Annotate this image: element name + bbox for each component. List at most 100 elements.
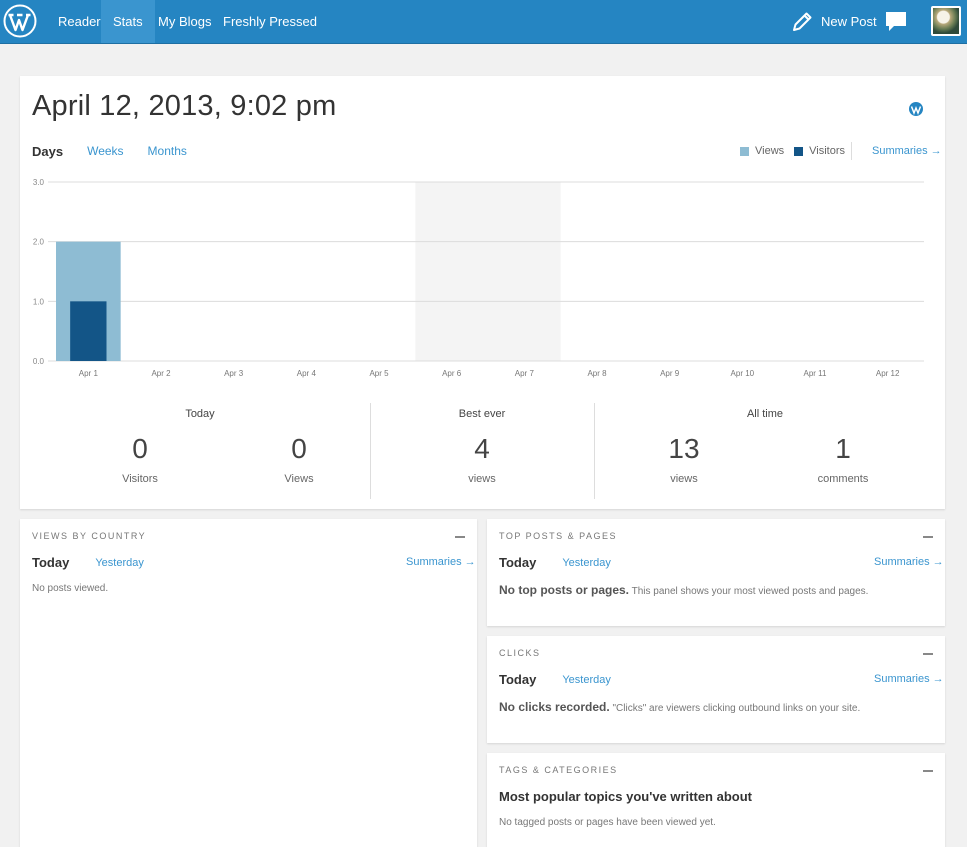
top-posts-panel: Top Posts & Pages Today Yesterday Summar… bbox=[487, 519, 945, 626]
y-tick-label: 2.0 bbox=[33, 238, 45, 247]
alltime-comments-label: comments bbox=[817, 473, 869, 485]
clicks-panel: Clicks Today Yesterday Summaries → No cl… bbox=[487, 636, 945, 743]
alltime-views: 13 views bbox=[634, 431, 734, 485]
y-tick-label: 3.0 bbox=[33, 178, 45, 187]
collapse-icon[interactable] bbox=[923, 770, 933, 772]
period-tabs: Days Weeks Months bbox=[32, 144, 211, 159]
today-visitors-label: Visitors bbox=[122, 473, 158, 485]
x-tick-label: Apr 11 bbox=[804, 369, 828, 378]
x-tick-label: Apr 6 bbox=[442, 369, 462, 378]
stats-divider bbox=[370, 403, 371, 499]
user-avatar[interactable] bbox=[931, 6, 961, 36]
stats-summary: Today 0 Visitors 0 Views Best ever 4 vie… bbox=[20, 403, 945, 503]
stats-alltime-title: All time bbox=[746, 408, 784, 420]
new-post-label: New Post bbox=[821, 14, 877, 29]
panel-message-bold: No top posts or pages. bbox=[499, 583, 630, 597]
panel-message-bold: No clicks recorded. bbox=[499, 700, 610, 714]
panel-message: No top posts or pages. This panel shows … bbox=[499, 583, 868, 597]
panel-tabs: Today Yesterday bbox=[499, 672, 611, 687]
views-by-country-panel: Views by Country Today Yesterday Summari… bbox=[20, 519, 477, 847]
today-views-count: 0 bbox=[291, 433, 307, 464]
legend-views-swatch bbox=[740, 146, 749, 156]
notifications-comment-icon[interactable] bbox=[885, 11, 907, 33]
legend-views-label: Views bbox=[755, 145, 785, 157]
nav-reader[interactable]: Reader bbox=[58, 14, 101, 29]
today-visitors-count: 0 bbox=[132, 433, 148, 464]
collapse-icon[interactable] bbox=[923, 653, 933, 655]
chart-highlight-band bbox=[415, 182, 488, 361]
panel-message: No clicks recorded. "Clicks" are viewers… bbox=[499, 700, 860, 714]
panel-message-text: "Clicks" are viewers clicking outbound l… bbox=[609, 703, 861, 714]
x-tick-label: Apr 8 bbox=[587, 369, 607, 378]
x-tick-label: Apr 1 bbox=[79, 369, 99, 378]
tab-yesterday[interactable]: Yesterday bbox=[95, 556, 144, 569]
stats-best-title: Best ever bbox=[458, 408, 506, 420]
legend-visitors-swatch bbox=[794, 146, 804, 156]
legend-visitors-label: Visitors bbox=[809, 145, 846, 157]
top-bar: Reader Stats My Blogs Freshly Pressed Ne… bbox=[0, 0, 967, 44]
bar-visitors bbox=[70, 301, 107, 361]
tab-yesterday[interactable]: Yesterday bbox=[562, 673, 611, 686]
nav-stats[interactable]: Stats bbox=[101, 0, 155, 43]
panel-message: No posts viewed. bbox=[32, 583, 109, 594]
page-title: April 12, 2013, 9:02 pm bbox=[32, 90, 337, 122]
alltime-comments-count: 1 bbox=[835, 433, 851, 464]
panel-title: Top Posts & Pages bbox=[499, 531, 618, 541]
x-tick-label: Apr 9 bbox=[660, 369, 680, 378]
stats-divider bbox=[594, 403, 595, 499]
legend-visitors: Visitors bbox=[794, 145, 845, 157]
panel-message: No tagged posts or pages have been viewe… bbox=[499, 817, 716, 828]
tab-yesterday[interactable]: Yesterday bbox=[562, 556, 611, 569]
x-tick-label: Apr 7 bbox=[515, 369, 535, 378]
chart-legend: Views Visitors bbox=[740, 145, 855, 157]
alltime-views-count: 13 bbox=[668, 433, 700, 464]
stats-best-ever: Best ever 4 views bbox=[371, 403, 593, 499]
x-tick-label: Apr 5 bbox=[369, 369, 389, 378]
legend-divider bbox=[851, 142, 852, 160]
best-views: 4 views bbox=[432, 431, 532, 485]
today-visitors: 0 Visitors bbox=[90, 431, 190, 485]
legend-views: Views bbox=[740, 145, 784, 157]
summaries-link[interactable]: Summaries → bbox=[406, 556, 476, 568]
alltime-comments: 1 comments bbox=[793, 431, 893, 485]
views-chart: 0.0 1.0 2.0 3.0 Apr 1 Apr 2 Apr 3 Apr 4 Apr 5 Apr… bbox=[33, 178, 924, 378]
panel-title: Clicks bbox=[499, 648, 541, 658]
chart-highlight-band bbox=[488, 182, 561, 361]
today-views-label: Views bbox=[284, 473, 314, 485]
x-tick-label: Apr 12 bbox=[876, 369, 900, 378]
x-tick-label: Apr 10 bbox=[731, 369, 755, 378]
collapse-icon[interactable] bbox=[455, 536, 465, 538]
summaries-link[interactable]: Summaries → bbox=[874, 556, 944, 568]
x-tick-label: Apr 4 bbox=[297, 369, 317, 378]
best-views-label: views bbox=[468, 473, 496, 485]
wordpress-icon[interactable] bbox=[908, 101, 924, 117]
new-post-button[interactable]: New Post bbox=[791, 0, 877, 43]
panel-title: Views by Country bbox=[32, 531, 147, 541]
wordpress-logo-icon[interactable] bbox=[3, 4, 37, 38]
best-views-count: 4 bbox=[474, 433, 490, 464]
nav-freshly-pressed[interactable]: Freshly Pressed bbox=[223, 14, 317, 29]
stats-today-title: Today bbox=[185, 408, 215, 420]
stats-today: Today 0 Visitors 0 Views bbox=[40, 403, 360, 499]
stats-card: April 12, 2013, 9:02 pm Days Weeks Month… bbox=[20, 76, 945, 509]
collapse-icon[interactable] bbox=[923, 536, 933, 538]
panel-heading: Most popular topics you've written about bbox=[499, 789, 752, 804]
summaries-link[interactable]: Summaries → bbox=[872, 145, 942, 157]
tab-today[interactable]: Today bbox=[32, 555, 70, 570]
stats-all-time: All time 13 views 1 comments bbox=[595, 403, 935, 499]
panel-message-text: This panel shows your most viewed posts … bbox=[629, 586, 869, 597]
tags-categories-panel: Tags & Categories Most popular topics yo… bbox=[487, 753, 945, 847]
nav-my-blogs[interactable]: My Blogs bbox=[158, 14, 212, 29]
x-tick-label: Apr 2 bbox=[151, 369, 171, 378]
tab-days[interactable]: Days bbox=[32, 144, 64, 159]
panel-tabs: Today Yesterday bbox=[32, 555, 144, 570]
tab-today[interactable]: Today bbox=[499, 555, 537, 570]
tab-weeks[interactable]: Weeks bbox=[87, 144, 124, 158]
y-tick-label: 1.0 bbox=[33, 297, 45, 306]
y-tick-label: 0.0 bbox=[33, 357, 45, 366]
tab-today[interactable]: Today bbox=[499, 672, 537, 687]
alltime-views-label: views bbox=[670, 473, 698, 485]
summaries-link[interactable]: Summaries → bbox=[874, 673, 944, 685]
tab-months[interactable]: Months bbox=[147, 144, 187, 158]
panel-title: Tags & Categories bbox=[499, 765, 618, 775]
